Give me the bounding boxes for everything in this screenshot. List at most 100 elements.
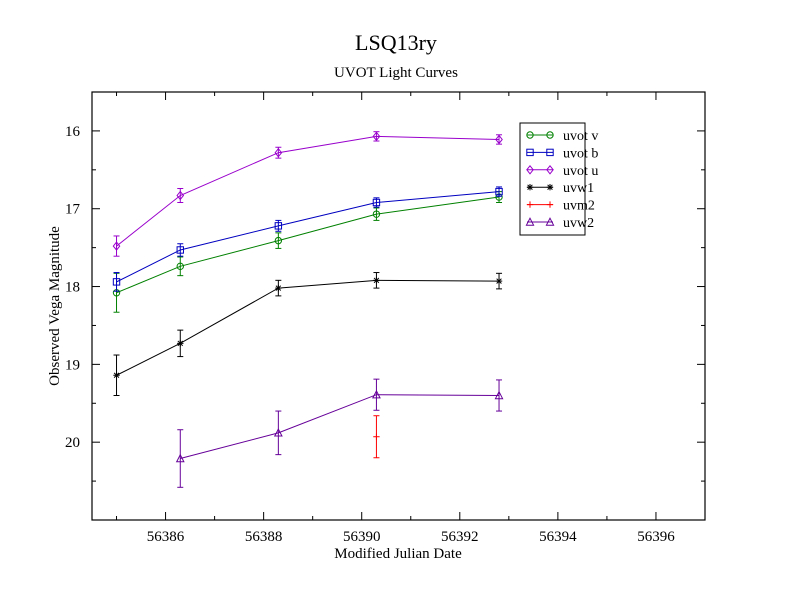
marker-shape [546,131,554,139]
y-tick-label: 17 [65,202,81,218]
legend-marker [526,148,534,157]
legend-item: uvm2 [526,199,595,214]
marker-shape [526,131,534,139]
data-point [372,131,381,142]
legend-label: uvm2 [563,199,595,214]
chart-title: LSQ13ry [355,30,437,55]
marker-shape [175,453,185,463]
marker-shape [274,236,283,245]
marker-shape [176,246,184,254]
marker-shape [113,372,120,379]
marker-shape [372,210,381,218]
series-uvot-u [112,131,503,257]
chart-subtitle: UVOT Light Curves [334,65,458,81]
series-uvm2 [373,415,380,459]
data-point [273,427,283,437]
marker-shape [372,131,381,142]
y-tick-label: 16 [65,124,81,140]
data-point [373,433,380,440]
series-uvot-v [112,191,503,313]
x-tick-label: 56386 [147,529,185,545]
data-point [176,190,185,201]
marker-shape [274,222,283,230]
marker-shape [372,198,381,207]
series-line [180,394,500,460]
plot-frame [91,91,706,521]
data-point [372,198,381,207]
legend-box [519,122,586,236]
data-point [372,389,381,399]
data-point [495,134,503,145]
marker-shape [176,262,184,271]
marker-shape [273,427,283,437]
axis-ticks: 56386 56388 56390 56392 56394 56396 16 17 18 19 20 [65,91,706,545]
legend-marker [546,164,554,175]
data-point [274,147,283,158]
data-point [494,390,504,400]
series-uvw1 [113,272,503,396]
data-point [176,246,184,254]
series-line [116,196,500,294]
data-point [274,222,283,230]
legend-item: uvw2 [525,216,594,231]
legend-marker [546,148,554,157]
y-tick-label: 19 [65,357,80,373]
legend-marker [526,164,534,175]
legend-marker [546,201,554,208]
series-uvot-b [112,186,503,292]
data-point [274,236,283,245]
legend-marker [546,184,554,191]
x-tick-label: 56388 [245,529,283,545]
x-tick-label: 56396 [637,529,675,545]
data-point [177,340,184,347]
legend-marker [546,131,554,139]
marker-shape [547,184,553,190]
marker-shape [546,164,554,175]
legend-label: uvot b [563,146,598,161]
marker-shape [495,187,503,196]
x-tick-label: 56390 [343,529,381,545]
data-series [112,131,504,488]
marker-shape [373,277,380,284]
legend-item: uvot b [526,146,598,161]
y-tick-label: 20 [65,435,80,451]
marker-shape [372,389,381,399]
data-point [372,210,381,218]
marker-shape [545,217,555,226]
legend-marker [526,184,534,191]
legend-item: uvot u [526,164,598,179]
data-point [495,187,503,196]
y-axis-label: Observed Vega Magnitude [47,226,63,386]
legend-label: uvot u [563,164,598,179]
marker-shape [112,278,121,286]
x-tick-label: 56392 [441,529,479,545]
y-tick-label: 18 [65,280,80,296]
data-point [112,278,121,286]
x-axis-label: Modified Julian Date [334,546,462,562]
data-point [175,453,185,463]
marker-shape [112,241,121,251]
data-point [495,277,503,285]
marker-shape [496,278,502,284]
marker-shape [275,285,282,291]
x-tick-label: 56394 [539,529,577,545]
marker-shape [494,390,504,400]
series-line [116,135,500,247]
data-point [373,277,380,284]
legend-marker [525,217,535,226]
legend: uvot v uvot b uvot u uvw1 uvm2 uvw2 [519,122,598,236]
series-line [116,279,500,376]
data-point [176,262,184,271]
marker-shape [526,164,534,175]
marker-shape [274,147,283,158]
legend-label: uvw1 [563,181,594,196]
legend-marker [526,131,534,139]
legend-label: uvw2 [563,216,594,231]
legend-marker [526,201,534,208]
marker-shape [526,148,534,157]
series-uvw2 [175,378,504,488]
marker-shape [546,148,554,157]
data-point [113,372,120,379]
marker-shape [176,190,185,201]
